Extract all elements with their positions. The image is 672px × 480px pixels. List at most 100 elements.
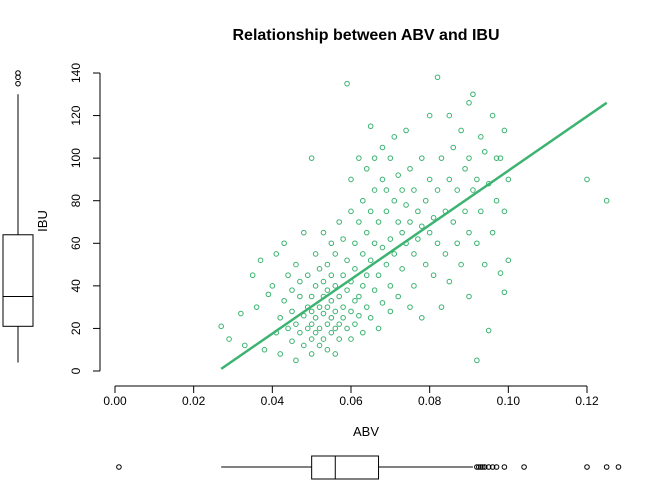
data-point xyxy=(411,283,417,289)
data-point xyxy=(466,293,472,300)
data-point xyxy=(304,272,311,279)
data-point xyxy=(332,251,339,257)
data-point xyxy=(336,321,343,327)
data-point xyxy=(489,229,496,236)
data-point xyxy=(497,155,504,161)
data-point xyxy=(426,229,433,236)
y-tick-label: 0 xyxy=(69,367,83,374)
data-point xyxy=(395,172,402,178)
data-point xyxy=(360,329,366,336)
x-axis-label: ABV xyxy=(353,424,379,439)
data-point xyxy=(320,278,327,285)
data-point xyxy=(422,261,429,268)
data-point xyxy=(501,289,508,296)
data-point xyxy=(344,325,350,332)
data-point xyxy=(324,287,331,293)
data-point xyxy=(434,240,441,247)
data-point xyxy=(379,300,386,306)
data-point xyxy=(411,187,417,193)
data-point xyxy=(501,208,508,215)
scatter-points xyxy=(218,74,610,364)
data-point xyxy=(466,100,472,106)
data-point xyxy=(332,283,339,289)
data-point xyxy=(356,155,362,161)
data-point xyxy=(293,357,299,364)
data-point xyxy=(375,325,382,332)
x-tick-label: 0.04 xyxy=(261,394,285,408)
x-tick-label: 0.00 xyxy=(103,394,127,408)
data-point xyxy=(367,123,374,130)
data-point xyxy=(316,342,323,349)
regression-line xyxy=(220,101,608,370)
ibu-boxplot xyxy=(2,70,34,363)
data-point xyxy=(505,257,512,264)
data-point xyxy=(371,187,378,193)
data-point xyxy=(312,329,319,336)
data-point xyxy=(320,336,327,342)
y-tick-label: 80 xyxy=(69,194,83,208)
data-point xyxy=(438,155,445,161)
data-point xyxy=(328,329,335,336)
data-point xyxy=(426,112,433,119)
data-point xyxy=(308,293,315,300)
data-point xyxy=(324,261,331,268)
data-point xyxy=(434,187,441,193)
y-tick-label: 100 xyxy=(69,148,83,168)
data-point xyxy=(399,187,405,193)
abv-outlier xyxy=(501,464,508,470)
data-point xyxy=(312,283,319,289)
data-point xyxy=(289,308,295,315)
data-point xyxy=(391,134,398,140)
data-point xyxy=(320,310,327,317)
ibu-outlier xyxy=(15,70,21,76)
data-point xyxy=(218,323,224,330)
data-point xyxy=(446,112,453,119)
data-point xyxy=(426,176,433,183)
data-point xyxy=(269,283,276,289)
data-point xyxy=(387,236,394,242)
data-point xyxy=(438,304,445,310)
x-tick-label: 0.10 xyxy=(497,394,521,408)
data-point xyxy=(344,287,350,293)
data-point xyxy=(340,236,346,242)
data-point xyxy=(478,208,484,215)
data-point xyxy=(356,293,362,300)
abv-boxplot xyxy=(116,455,622,480)
x-tick-label: 0.08 xyxy=(418,394,442,408)
data-point xyxy=(328,297,335,304)
data-point xyxy=(454,187,461,193)
x-tick-label: 0.02 xyxy=(182,394,206,408)
data-point xyxy=(324,346,331,353)
data-point xyxy=(352,266,358,272)
data-point xyxy=(308,351,315,357)
chart-title: Relationship between ABV and IBU xyxy=(233,27,500,44)
data-point xyxy=(304,325,311,332)
data-point xyxy=(312,314,319,321)
data-point xyxy=(328,314,335,321)
abv-outlier xyxy=(584,464,590,470)
data-point xyxy=(415,236,421,242)
data-point xyxy=(316,325,323,332)
abv-outlier xyxy=(489,464,496,470)
data-point xyxy=(316,266,323,272)
data-point xyxy=(348,208,354,215)
data-point xyxy=(411,251,417,257)
y-tick-label: 60 xyxy=(69,236,83,250)
data-point xyxy=(352,240,358,247)
data-point xyxy=(462,165,468,172)
abv-outlier xyxy=(615,464,622,470)
data-point xyxy=(301,229,307,236)
data-point xyxy=(395,219,402,225)
data-point xyxy=(371,240,378,247)
x-tick-label: 0.12 xyxy=(575,394,599,408)
data-point xyxy=(474,357,480,364)
data-point xyxy=(312,251,319,257)
data-point xyxy=(403,127,409,134)
data-point xyxy=(257,257,264,264)
data-point xyxy=(253,304,260,310)
data-point xyxy=(289,338,295,345)
data-point xyxy=(348,308,354,315)
abv-outlier xyxy=(476,464,482,470)
data-point xyxy=(356,219,362,225)
